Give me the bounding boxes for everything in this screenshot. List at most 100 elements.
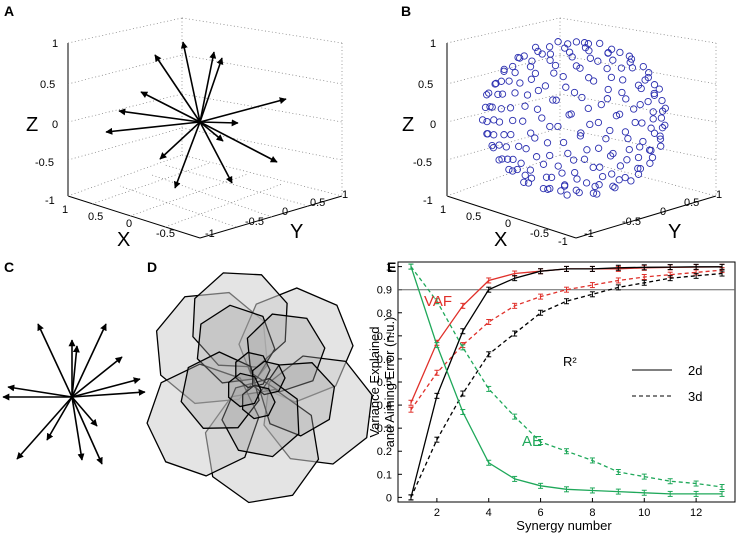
- sample-point: [649, 108, 657, 116]
- tick: 0: [52, 119, 58, 131]
- sample-point: [591, 182, 599, 191]
- sample-point: [609, 56, 617, 64]
- sample-point: [586, 54, 595, 62]
- sample-point: [521, 171, 529, 179]
- sample-point: [533, 105, 542, 113]
- x-tick-label: 6: [538, 507, 544, 519]
- sample-point: [609, 149, 617, 158]
- y-axis-title-line1: Variance Explained: [367, 326, 382, 437]
- sample-point: [494, 90, 502, 99]
- sample-point: [603, 95, 612, 103]
- sample-point: [569, 156, 578, 164]
- y-axis-label: Y: [290, 221, 303, 243]
- tick: 0.5: [88, 211, 103, 223]
- sample-point: [526, 166, 535, 174]
- sample-point: [515, 142, 523, 151]
- x-tick-label: 12: [690, 507, 702, 519]
- sample-point: [658, 96, 666, 105]
- tick: -0.5: [622, 216, 641, 228]
- sample-point: [647, 146, 655, 155]
- workspace-polygon: [246, 313, 326, 393]
- vector-arrow: [118, 108, 201, 123]
- tick: 0.5: [466, 211, 481, 223]
- sample-point: [639, 62, 647, 71]
- workspace-polygon: [227, 372, 262, 408]
- sample-point: [542, 173, 551, 181]
- sample-point: [508, 167, 517, 175]
- vector-arrow: [105, 121, 201, 135]
- sample-point: [658, 107, 667, 115]
- sample-point: [507, 130, 515, 139]
- sample-point: [582, 179, 591, 187]
- sample-point: [489, 144, 498, 152]
- sample-point: [606, 126, 614, 135]
- panel-a-z-ticks: 1 0.5 0 -0.5 -1: [35, 38, 58, 207]
- sample-point: [549, 96, 557, 104]
- vector-arrow: [140, 91, 201, 123]
- tick: -1: [584, 228, 594, 240]
- sample-point: [647, 124, 655, 132]
- series-line-r2-3d: [410, 272, 723, 498]
- sample-point: [539, 184, 548, 193]
- sample-point: [527, 174, 536, 182]
- sample-point: [596, 39, 604, 48]
- tick: 0: [505, 218, 511, 230]
- vector-arrow: [71, 396, 98, 427]
- sample-point: [572, 38, 581, 46]
- sample-point: [516, 79, 524, 87]
- sample-point: [543, 139, 552, 147]
- vector-arrow: [16, 396, 73, 460]
- legend: 2d 3d: [632, 363, 702, 404]
- sample-point: [545, 43, 554, 51]
- sample-point: [565, 111, 573, 119]
- sample-point: [589, 189, 598, 197]
- sample-point: [483, 130, 491, 138]
- sample-point: [607, 73, 616, 82]
- y-tick-label: 0.4: [377, 400, 392, 412]
- vector-arrow: [199, 121, 278, 163]
- sample-point: [523, 91, 532, 99]
- sample-point: [589, 163, 597, 172]
- sample-point: [491, 80, 499, 88]
- sample-point: [564, 149, 572, 158]
- tick: 0: [282, 206, 288, 218]
- sample-point: [649, 115, 657, 123]
- sample-point: [656, 135, 665, 143]
- sample-point: [636, 165, 645, 173]
- y-tick-label: 0.7: [377, 331, 392, 343]
- sample-point: [527, 75, 536, 83]
- sample-point: [488, 103, 496, 111]
- x-tick-label: 2: [434, 507, 440, 519]
- panel-b-y-ticks: -1 -0.5 0 0.5 1: [584, 189, 722, 240]
- sample-point: [513, 165, 521, 174]
- sample-point: [517, 159, 525, 167]
- sample-point: [634, 81, 643, 89]
- sample-point: [562, 83, 570, 91]
- sample-point: [645, 69, 653, 77]
- x-tick-label: 8: [589, 507, 595, 519]
- panel-b-box: [446, 17, 717, 239]
- sample-point: [546, 151, 554, 160]
- sample-point: [528, 57, 536, 65]
- sample-point: [531, 69, 540, 78]
- tick: 1: [342, 189, 348, 201]
- panel-d-polygons: [146, 272, 373, 504]
- vector-arrow: [199, 97, 287, 123]
- sample-point: [546, 122, 554, 131]
- vector-arrow: [46, 396, 73, 441]
- sample-point: [604, 85, 612, 94]
- sample-point: [527, 129, 535, 137]
- sample-point: [650, 129, 659, 137]
- sample-point: [547, 173, 556, 182]
- sample-point: [618, 88, 626, 97]
- workspace-polygon: [196, 304, 276, 384]
- sample-point: [506, 104, 515, 112]
- sample-point: [485, 89, 493, 97]
- workspace-polygon: [192, 272, 288, 368]
- vector-arrow: [71, 396, 85, 461]
- sample-point: [495, 156, 503, 164]
- panel-e-letter: E: [387, 259, 396, 275]
- legend-label-2d: 2d: [688, 363, 702, 378]
- sample-point: [622, 95, 630, 103]
